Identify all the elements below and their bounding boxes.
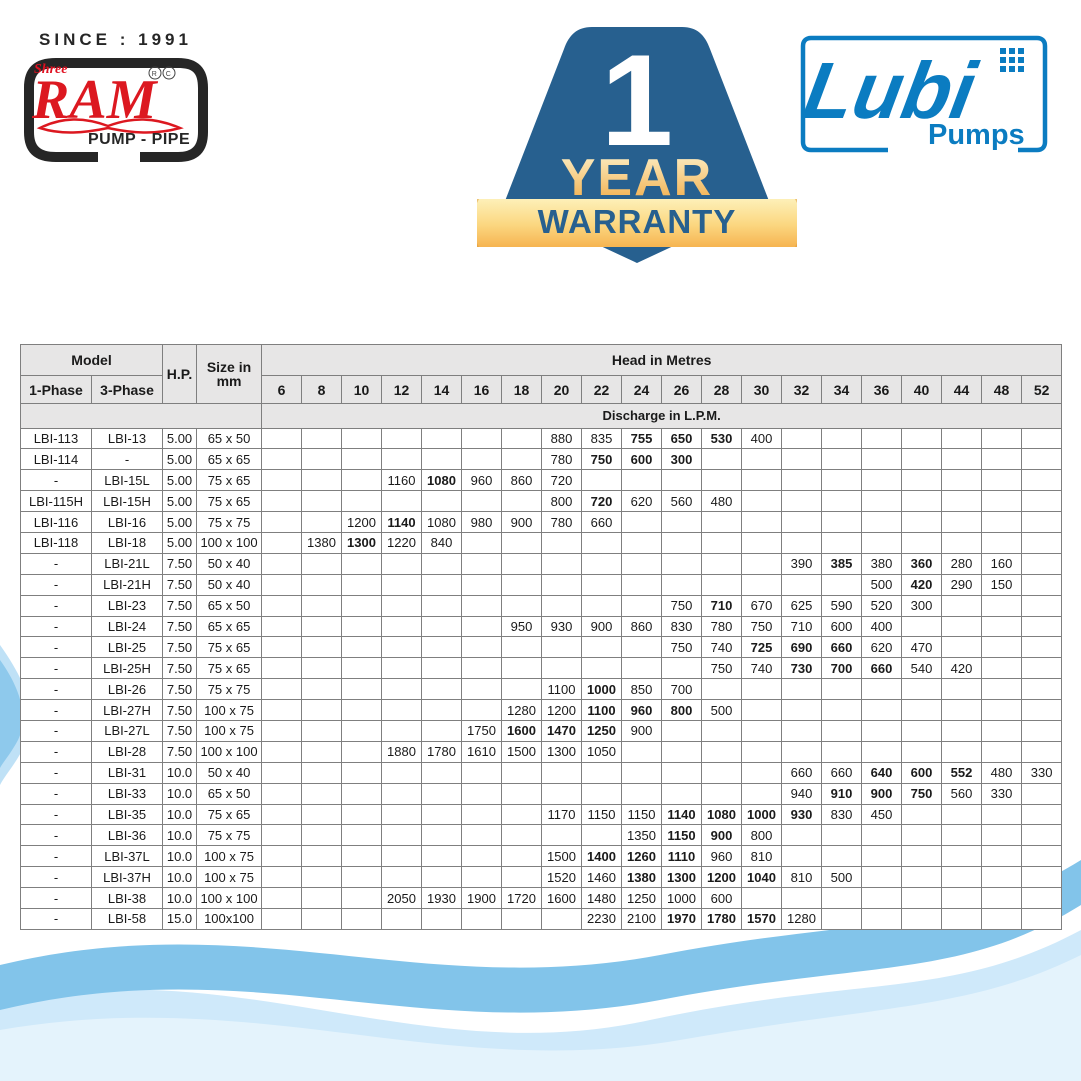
svg-text:Pumps: Pumps — [928, 119, 1025, 151]
svg-text:YEAR: YEAR — [561, 149, 713, 207]
svg-text:R: R — [152, 71, 157, 78]
svg-text:C: C — [166, 71, 171, 78]
svg-text:WARRANTY: WARRANTY — [538, 203, 737, 240]
